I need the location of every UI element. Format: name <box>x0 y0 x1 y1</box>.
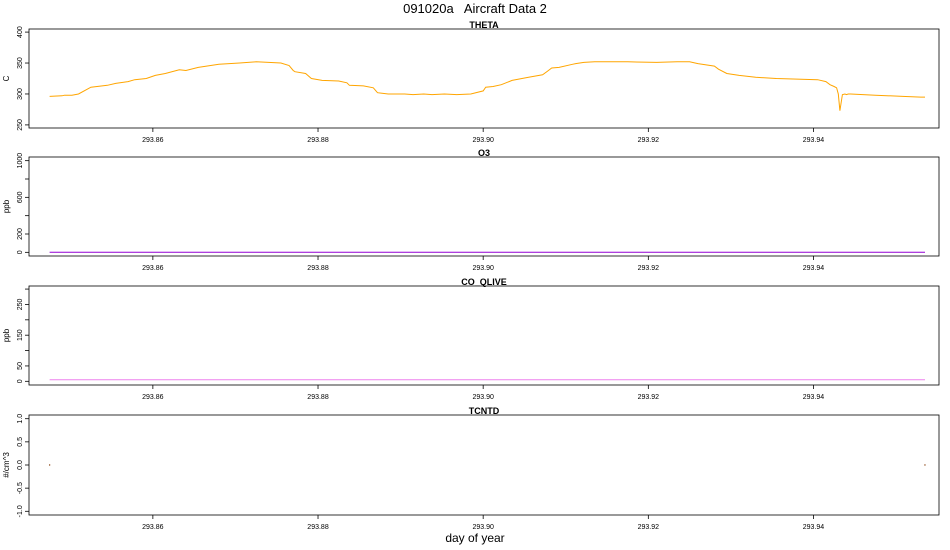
x-tick-label-1-0: 293.86 <box>142 265 164 272</box>
panel-title-3: TCNTD <box>469 406 500 416</box>
plot-frame-0 <box>28 28 940 129</box>
y-tick-label-0-1: 300 <box>17 88 24 100</box>
x-tick-label-3-4: 293.94 <box>803 524 825 531</box>
y-axis-label-0: C <box>2 75 11 81</box>
series-line-0 <box>49 61 925 111</box>
x-tick-label-2-3: 293.92 <box>638 394 660 401</box>
y-axis-label-1: ppb <box>2 199 11 213</box>
y-tick-label-3-3: 0.5 <box>17 437 24 447</box>
x-tick-label-2-0: 293.86 <box>142 394 164 401</box>
x-tick-label-0-1: 293.88 <box>307 137 329 144</box>
y-tick-label-2-5: 250 <box>17 299 24 311</box>
y-tick-label-3-4: 1.0 <box>17 414 24 424</box>
x-tick-label-3-1: 293.88 <box>307 524 329 531</box>
page-title: 091020a Aircraft Data 2 <box>403 1 547 16</box>
y-tick-label-0-0: 250 <box>17 119 24 131</box>
y-axis-label-2: ppb <box>2 328 11 342</box>
data-point-3-1 <box>924 464 926 466</box>
x-tick-label-0-3: 293.92 <box>638 137 660 144</box>
y-tick-label-1-0: 0 <box>17 250 24 254</box>
x-tick-label-0-2: 293.90 <box>472 137 494 144</box>
plot-frame-1 <box>28 156 940 257</box>
plot-frame-2 <box>28 285 940 386</box>
panel-title-0: THETA <box>469 20 499 30</box>
y-tick-label-2-0: 0 <box>17 379 24 383</box>
y-tick-label-1-3: 600 <box>17 191 24 203</box>
y-tick-label-1-5: 1000 <box>17 153 24 169</box>
x-tick-label-2-2: 293.90 <box>472 394 494 401</box>
x-tick-label-1-2: 293.90 <box>472 265 494 272</box>
x-tick-label-1-3: 293.92 <box>638 265 660 272</box>
y-tick-label-3-1: -0.5 <box>17 482 24 494</box>
x-tick-label-0-4: 293.94 <box>803 137 825 144</box>
y-tick-label-3-2: 0.0 <box>17 460 24 470</box>
x-tick-label-0-0: 293.86 <box>142 137 164 144</box>
y-tick-label-2-1: 50 <box>17 362 24 370</box>
y-tick-label-1-1: 200 <box>17 228 24 240</box>
y-tick-label-0-3: 400 <box>17 26 24 38</box>
y-tick-label-3-0: -1.0 <box>17 505 24 517</box>
y-tick-label-2-3: 150 <box>17 329 24 341</box>
y-axis-label-3: #/cm^3 <box>2 452 11 478</box>
panel-title-2: CO_QLIVE <box>461 277 507 287</box>
y-tick-label-0-2: 350 <box>17 57 24 69</box>
x-tick-label-1-1: 293.88 <box>307 265 329 272</box>
x-tick-label-3-2: 293.90 <box>472 524 494 531</box>
x-tick-label-2-1: 293.88 <box>307 394 329 401</box>
x-tick-label-3-0: 293.86 <box>142 524 164 531</box>
x-tick-label-3-3: 293.92 <box>638 524 660 531</box>
x-tick-label-1-4: 293.94 <box>803 265 825 272</box>
data-point-3-0 <box>48 464 51 466</box>
x-tick-label-2-4: 293.94 <box>803 394 825 401</box>
x-axis-label: day of year <box>445 531 505 545</box>
panel-title-1: O3 <box>478 148 490 158</box>
plot-frame-3 <box>28 414 940 516</box>
